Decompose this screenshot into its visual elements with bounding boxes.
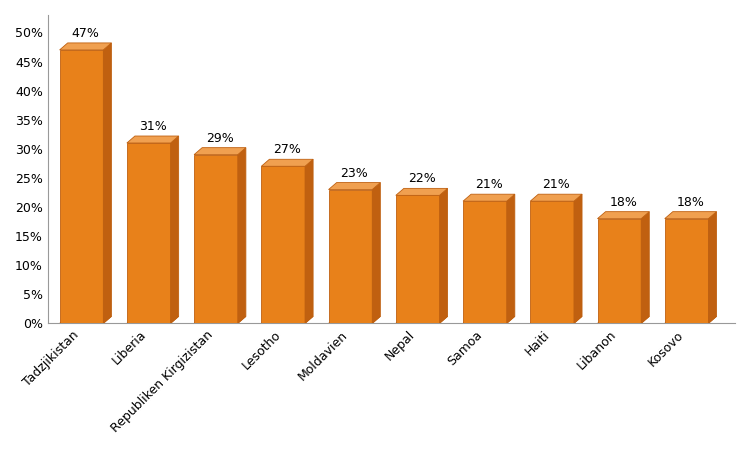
Polygon shape	[194, 316, 246, 324]
Polygon shape	[60, 50, 104, 324]
Polygon shape	[104, 43, 112, 324]
Polygon shape	[261, 316, 313, 324]
Polygon shape	[463, 316, 514, 324]
Text: 21%: 21%	[475, 178, 502, 191]
Polygon shape	[194, 148, 246, 155]
Text: 18%: 18%	[610, 196, 638, 209]
Polygon shape	[598, 219, 641, 324]
Polygon shape	[709, 212, 716, 324]
Text: 21%: 21%	[542, 178, 570, 191]
Polygon shape	[507, 194, 515, 324]
Text: 23%: 23%	[340, 166, 368, 180]
Polygon shape	[328, 189, 372, 324]
Polygon shape	[598, 212, 650, 219]
Polygon shape	[328, 316, 380, 324]
Polygon shape	[463, 194, 514, 201]
Polygon shape	[194, 155, 238, 324]
Polygon shape	[60, 43, 112, 50]
Text: 22%: 22%	[408, 172, 436, 185]
Polygon shape	[440, 189, 448, 324]
Polygon shape	[530, 316, 582, 324]
Polygon shape	[598, 316, 650, 324]
Text: 29%: 29%	[206, 132, 234, 145]
Polygon shape	[127, 136, 178, 143]
Polygon shape	[127, 143, 170, 324]
Polygon shape	[463, 201, 507, 324]
Polygon shape	[396, 189, 448, 195]
Polygon shape	[170, 136, 178, 324]
Text: 47%: 47%	[71, 27, 100, 40]
Polygon shape	[641, 212, 650, 324]
Polygon shape	[328, 183, 380, 189]
Text: 31%: 31%	[139, 120, 166, 133]
Polygon shape	[664, 316, 716, 324]
Polygon shape	[127, 316, 178, 324]
Text: 18%: 18%	[676, 196, 704, 209]
Polygon shape	[372, 183, 380, 324]
Polygon shape	[574, 194, 582, 324]
Polygon shape	[396, 316, 448, 324]
Polygon shape	[664, 219, 709, 324]
Polygon shape	[261, 166, 305, 324]
Polygon shape	[396, 195, 439, 324]
Polygon shape	[60, 316, 112, 324]
Polygon shape	[305, 159, 313, 324]
Polygon shape	[530, 194, 582, 201]
Polygon shape	[664, 212, 716, 219]
Polygon shape	[530, 201, 574, 324]
Polygon shape	[238, 148, 246, 324]
Text: 27%: 27%	[273, 144, 302, 157]
Polygon shape	[261, 159, 313, 166]
